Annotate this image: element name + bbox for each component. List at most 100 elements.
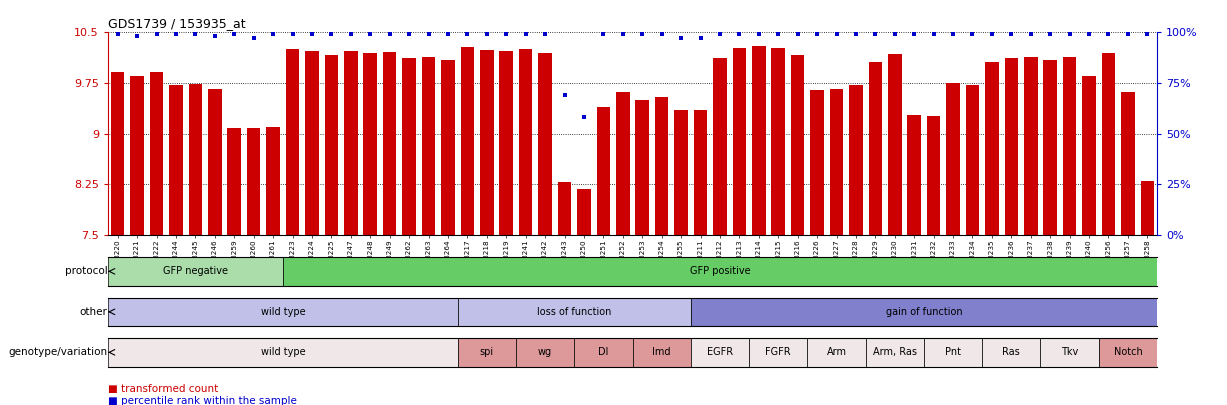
Bar: [752, 46, 766, 235]
Text: Arm, Ras: Arm, Ras: [872, 347, 917, 357]
Point: [632, 31, 652, 38]
Text: wg: wg: [537, 347, 552, 357]
Point: [1137, 31, 1157, 38]
Point: [594, 31, 614, 38]
Point: [399, 31, 418, 38]
Point: [418, 31, 438, 38]
Bar: [966, 85, 979, 235]
Text: Pnt: Pnt: [945, 347, 961, 357]
Point: [691, 35, 710, 42]
Point: [963, 31, 983, 38]
Bar: [247, 128, 260, 235]
Point: [380, 31, 400, 38]
Bar: [150, 72, 163, 235]
Point: [1021, 31, 1040, 38]
Bar: [1043, 60, 1056, 235]
Point: [748, 31, 768, 38]
Bar: [402, 58, 416, 235]
Bar: [558, 182, 572, 235]
Point: [671, 35, 691, 42]
Bar: [383, 52, 396, 235]
Bar: [691, 338, 748, 367]
Text: Tkv: Tkv: [1061, 347, 1079, 357]
Bar: [519, 49, 533, 235]
Point: [1040, 31, 1060, 38]
Bar: [924, 338, 982, 367]
Point: [1001, 31, 1021, 38]
Point: [361, 31, 380, 38]
Bar: [596, 107, 610, 235]
Text: EGFR: EGFR: [707, 347, 733, 357]
Point: [807, 31, 827, 38]
Bar: [1121, 92, 1135, 235]
Bar: [480, 50, 493, 235]
Text: GFP negative: GFP negative: [163, 266, 228, 276]
Bar: [1025, 57, 1038, 235]
Point: [244, 35, 264, 42]
Bar: [633, 338, 691, 367]
Bar: [691, 298, 1157, 326]
Point: [264, 31, 283, 38]
Text: Notch: Notch: [1114, 347, 1142, 357]
Point: [847, 31, 866, 38]
Bar: [460, 47, 474, 235]
Bar: [616, 92, 629, 235]
Text: other: other: [80, 307, 108, 317]
Text: FGFR: FGFR: [766, 347, 791, 357]
Point: [982, 31, 1001, 38]
Point: [555, 92, 574, 98]
Bar: [675, 110, 688, 235]
Bar: [422, 57, 436, 235]
Text: Ras: Ras: [1002, 347, 1020, 357]
Point: [574, 114, 594, 121]
Text: wild type: wild type: [260, 307, 306, 317]
Bar: [539, 53, 552, 235]
Point: [515, 31, 535, 38]
Point: [1060, 31, 1080, 38]
Text: wild type: wild type: [260, 347, 306, 357]
Point: [205, 33, 225, 40]
Bar: [499, 51, 513, 235]
Point: [458, 31, 477, 38]
Bar: [908, 115, 921, 235]
Point: [302, 31, 321, 38]
Bar: [286, 49, 299, 235]
Point: [438, 31, 458, 38]
Bar: [189, 84, 202, 235]
Bar: [772, 48, 785, 235]
Text: protocol: protocol: [65, 266, 108, 276]
Point: [652, 31, 671, 38]
Bar: [363, 53, 377, 235]
Point: [865, 31, 885, 38]
Bar: [442, 60, 455, 235]
Bar: [515, 338, 574, 367]
Bar: [849, 85, 863, 235]
Text: GFP positive: GFP positive: [690, 266, 750, 276]
Point: [885, 31, 904, 38]
Point: [321, 31, 341, 38]
Bar: [1098, 338, 1157, 367]
Point: [185, 31, 205, 38]
Bar: [266, 127, 280, 235]
Text: ■ transformed count: ■ transformed count: [108, 384, 218, 394]
Bar: [1082, 76, 1096, 235]
Point: [730, 31, 750, 38]
Point: [1098, 31, 1118, 38]
Bar: [888, 54, 902, 235]
Bar: [807, 338, 866, 367]
Bar: [108, 298, 458, 326]
Point: [477, 31, 497, 38]
Bar: [655, 97, 669, 235]
Point: [225, 31, 244, 38]
Bar: [108, 257, 282, 286]
Bar: [810, 90, 823, 235]
Text: GDS1739 / 153935_at: GDS1739 / 153935_at: [108, 17, 245, 30]
Bar: [713, 58, 726, 235]
Bar: [693, 110, 707, 235]
Point: [614, 31, 633, 38]
Point: [535, 31, 555, 38]
Point: [710, 31, 730, 38]
Bar: [1063, 58, 1076, 235]
Point: [944, 31, 963, 38]
Bar: [1005, 58, 1018, 235]
